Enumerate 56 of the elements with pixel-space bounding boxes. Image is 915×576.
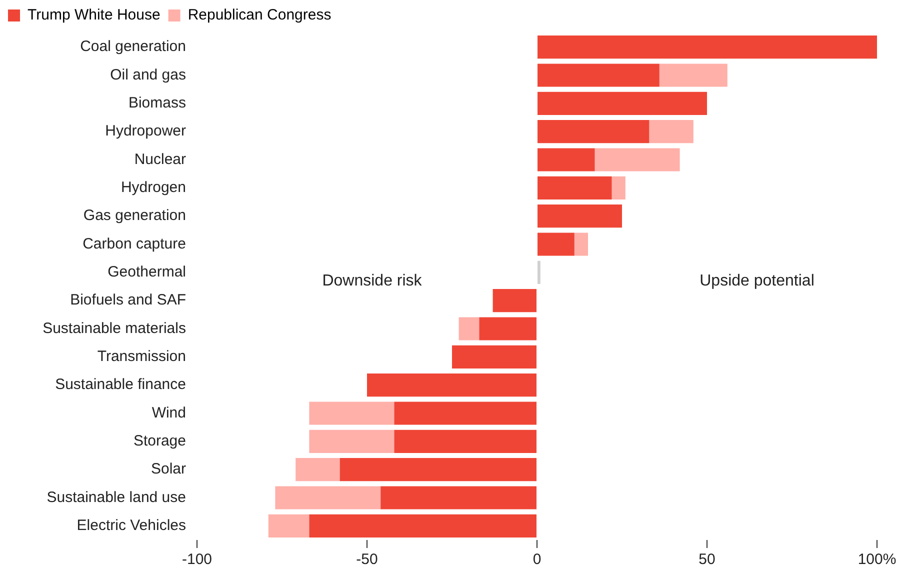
bar bbox=[309, 430, 394, 453]
bar bbox=[659, 64, 728, 87]
x-tick-label: 0 bbox=[532, 551, 542, 568]
bar bbox=[268, 514, 310, 538]
x-tick-label: -100 bbox=[182, 551, 212, 568]
bar bbox=[538, 260, 540, 284]
bar bbox=[394, 402, 536, 425]
y-tick-label: Solar bbox=[150, 460, 186, 478]
y-tick-label: Sustainable finance bbox=[55, 376, 186, 394]
bar bbox=[538, 176, 612, 200]
bar bbox=[538, 120, 650, 144]
bar bbox=[452, 345, 536, 368]
bar bbox=[538, 232, 574, 256]
bar bbox=[309, 402, 394, 425]
bar bbox=[574, 232, 588, 256]
y-tick-label: Sustainable land use bbox=[46, 488, 186, 506]
y-tick-label: Transmission bbox=[97, 348, 186, 366]
y-tick-label: Coal generation bbox=[80, 38, 186, 56]
bar bbox=[380, 486, 536, 510]
legend-label: Republican Congress bbox=[188, 6, 332, 24]
y-tick-label: Gas generation bbox=[83, 207, 186, 224]
bar bbox=[492, 289, 536, 312]
y-tick-label: Carbon capture bbox=[82, 235, 186, 252]
y-tick-label: Sustainable materials bbox=[42, 320, 186, 337]
bar bbox=[538, 204, 622, 228]
annotation: Upside potential bbox=[700, 272, 814, 290]
annotation: Downside risk bbox=[322, 272, 423, 290]
bar bbox=[296, 458, 340, 482]
y-tick-label: Geothermal bbox=[108, 264, 186, 281]
bar bbox=[309, 514, 536, 538]
bar bbox=[538, 36, 877, 59]
x-tick-label: -50 bbox=[356, 551, 378, 568]
bar bbox=[479, 317, 536, 340]
bar bbox=[649, 120, 694, 144]
y-tick-label: Biofuels and SAF bbox=[70, 292, 186, 309]
bar bbox=[538, 148, 595, 172]
bar bbox=[612, 176, 626, 200]
bar bbox=[275, 486, 381, 510]
y-tick-label: Oil and gas bbox=[110, 66, 186, 84]
bar bbox=[458, 317, 480, 340]
x-tick-label: 100% bbox=[858, 551, 896, 568]
y-tick-label: Wind bbox=[152, 404, 186, 422]
bar bbox=[367, 374, 536, 397]
y-tick-label: Nuclear bbox=[134, 150, 186, 168]
y-tick-label: Hydrogen bbox=[120, 179, 186, 196]
x-tick-label: 50 bbox=[698, 551, 716, 568]
bar bbox=[538, 64, 660, 87]
bar bbox=[594, 148, 680, 172]
y-tick-label: Biomass bbox=[128, 94, 186, 112]
legend-label: Trump White House bbox=[28, 6, 160, 24]
bar bbox=[538, 92, 707, 115]
y-tick-label: Electric Vehicles bbox=[76, 517, 186, 534]
bar bbox=[394, 430, 536, 453]
y-tick-label: Storage bbox=[133, 432, 186, 450]
bar bbox=[340, 458, 536, 482]
y-tick-label: Hydropower bbox=[105, 122, 186, 140]
